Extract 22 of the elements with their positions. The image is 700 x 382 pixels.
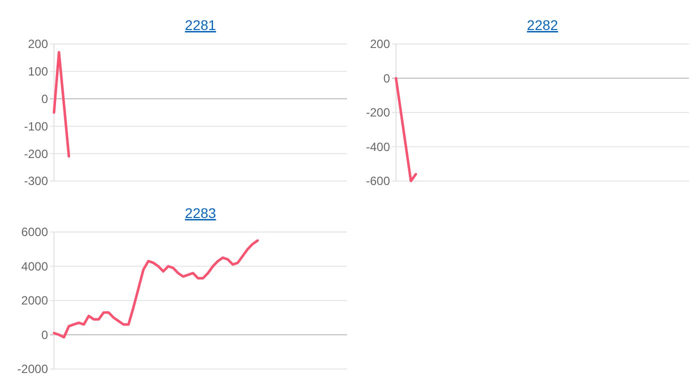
chart-title: 2281 — [184, 17, 216, 33]
y-tick-label: -100 — [24, 119, 48, 134]
y-tick-label: 200 — [28, 37, 48, 52]
y-tick-label: 0 — [41, 328, 48, 342]
y-tick-label: 6000 — [21, 225, 48, 240]
y-tick-label: -600 — [366, 174, 390, 188]
y-tick-label: -400 — [366, 140, 390, 154]
line-series — [52, 239, 259, 339]
chart-title: 2282 — [526, 17, 558, 33]
line-series — [394, 77, 418, 182]
y-tick-label: -300 — [24, 174, 48, 188]
y-tick-label: 0 — [41, 92, 48, 106]
y-tick-label: 4000 — [21, 259, 48, 274]
y-tick-label: -200 — [24, 146, 48, 161]
chart-title: 2283 — [184, 205, 216, 221]
y-tick-label: -200 — [366, 106, 390, 120]
y-tick-label: 2000 — [21, 294, 48, 308]
y-tick-label: 100 — [28, 64, 48, 79]
y-tick-label: -2000 — [17, 362, 48, 376]
y-tick-label: 200 — [370, 37, 390, 52]
line-series — [52, 50, 70, 158]
y-tick-label: 0 — [383, 71, 390, 86]
